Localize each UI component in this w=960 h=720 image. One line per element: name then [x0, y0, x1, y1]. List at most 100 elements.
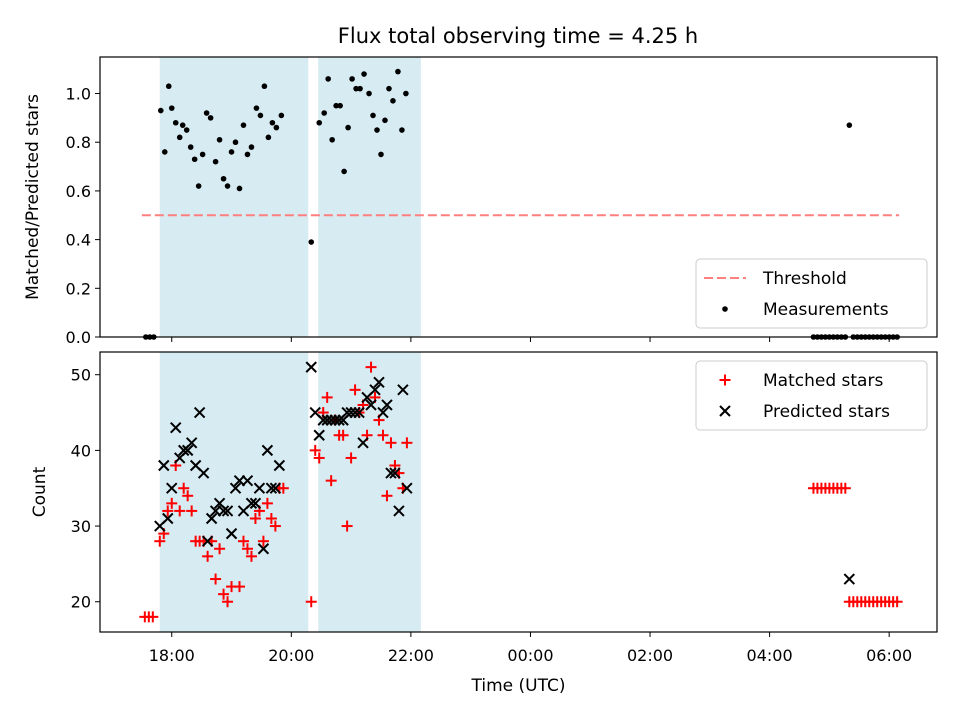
- measurement-point: [382, 117, 388, 124]
- predicted-star-point: [305, 361, 317, 373]
- x-stroke: [269, 482, 282, 494]
- measurement-point: [361, 71, 367, 77]
- matched-star-point: [377, 429, 389, 441]
- x-stroke: [185, 437, 198, 449]
- measurement-point: [341, 168, 347, 175]
- predicted-star-point: [393, 505, 405, 517]
- measurement-point: [345, 124, 351, 131]
- x-stroke: [162, 512, 174, 525]
- x-stroke: [349, 406, 361, 419]
- matched-star-point: [349, 384, 361, 396]
- matched-star-point: [345, 452, 357, 464]
- x-stroke: [357, 437, 369, 449]
- measurement-point: [386, 85, 392, 92]
- top-panel: 0.0 0.2 0.4 0.6 0.8 1.0 Matched/Predicted star…: [23, 56, 938, 347]
- measurement-point: [846, 122, 853, 128]
- predicted-star-point: [269, 482, 282, 494]
- measurement-point: [183, 127, 190, 133]
- predicted-star-point: [197, 467, 210, 479]
- legend: Matched stars Predicted stars: [695, 360, 928, 431]
- x-stroke: [377, 406, 389, 419]
- x-stroke: [305, 361, 317, 373]
- measurement-point: [236, 185, 243, 192]
- predicted-star-point: [349, 406, 361, 419]
- predicted-star-point: [170, 421, 182, 434]
- measurement-point: [179, 122, 186, 128]
- axes-frame: [99, 56, 938, 338]
- y-tick-label: 50: [71, 366, 91, 385]
- measurement-point: [228, 149, 235, 155]
- measurement-point: [207, 115, 214, 121]
- x-stroke: [205, 512, 218, 525]
- observing-interval-band: [159, 57, 309, 337]
- legend: Threshold Measurements: [695, 258, 928, 329]
- axes-frame: [99, 351, 938, 633]
- x-tick-label: 22:00: [388, 646, 434, 665]
- measurement-point: [333, 102, 339, 109]
- matched-star-point: [337, 429, 349, 441]
- x-stroke: [197, 467, 210, 479]
- legend-box: [695, 360, 928, 431]
- predicted-star-point: [369, 384, 381, 396]
- measurement-point: [321, 110, 327, 116]
- predicted-star-point: [313, 429, 325, 441]
- matched-star-point: [182, 490, 194, 502]
- measurement-point: [374, 127, 380, 133]
- x-stroke: [221, 505, 234, 517]
- matched-star-point: [839, 482, 851, 494]
- matched-star-point: [202, 550, 214, 562]
- matched-star-point: [166, 497, 178, 509]
- measurement-point: [269, 119, 276, 126]
- y-tick-label: 0.8: [66, 133, 91, 152]
- y-tick-label: 40: [71, 441, 91, 460]
- bottom-panel: 20 30 40 50 18:00 20:00 22:00 00:00 02:00 04:00 06…: [30, 351, 938, 696]
- x-tick-label: 02:00: [627, 646, 673, 665]
- predicted-star-point: [373, 376, 385, 388]
- x-stroke: [309, 406, 321, 419]
- x-stroke: [369, 384, 381, 396]
- matched-star-point: [257, 535, 269, 547]
- matched-star-point: [214, 543, 226, 555]
- x-stroke: [393, 505, 405, 517]
- x-stroke: [189, 459, 202, 472]
- matched-star-point: [365, 361, 377, 373]
- matched-star-point: [309, 444, 321, 456]
- x-stroke: [373, 376, 385, 388]
- measurement-point: [232, 139, 239, 146]
- measurement-point: [378, 151, 384, 158]
- figure-title: Flux total observing time = 4.25 h: [338, 24, 698, 48]
- matched-star-point: [385, 437, 397, 449]
- matched-star-point: [381, 490, 393, 502]
- matched-star-point: [234, 581, 245, 593]
- legend-matched-swatch: [719, 374, 731, 386]
- matched-star-point: [241, 543, 253, 555]
- x-stroke: [353, 406, 365, 419]
- predicted-star-point: [185, 437, 198, 449]
- x-stroke: [385, 467, 397, 479]
- predicted-star-point: [249, 497, 262, 510]
- measurement-point: [165, 83, 172, 90]
- observing-interval-band: [318, 57, 421, 337]
- x-stroke: [261, 444, 274, 457]
- measurement-point: [399, 127, 405, 133]
- predicted-star-point: [385, 467, 397, 479]
- y-tick-label: 0.6: [66, 182, 91, 201]
- matched-star-point: [147, 611, 159, 623]
- measurement-point: [176, 134, 183, 141]
- predicted-star-point: [166, 482, 178, 494]
- x-stroke: [217, 505, 230, 517]
- measurement-point: [224, 183, 231, 189]
- y-tick-label: 30: [71, 517, 91, 536]
- measurement-point: [370, 112, 376, 119]
- matched-star-point: [218, 588, 230, 600]
- x-stroke: [201, 535, 214, 547]
- measurement-point: [203, 110, 210, 116]
- measurement-point: [220, 175, 227, 182]
- x-stroke: [273, 459, 286, 472]
- y-tick-label: 0.0: [66, 328, 91, 347]
- predicted-star-point: [381, 399, 393, 411]
- matched-star-point: [401, 437, 413, 449]
- measurement-point: [261, 83, 268, 90]
